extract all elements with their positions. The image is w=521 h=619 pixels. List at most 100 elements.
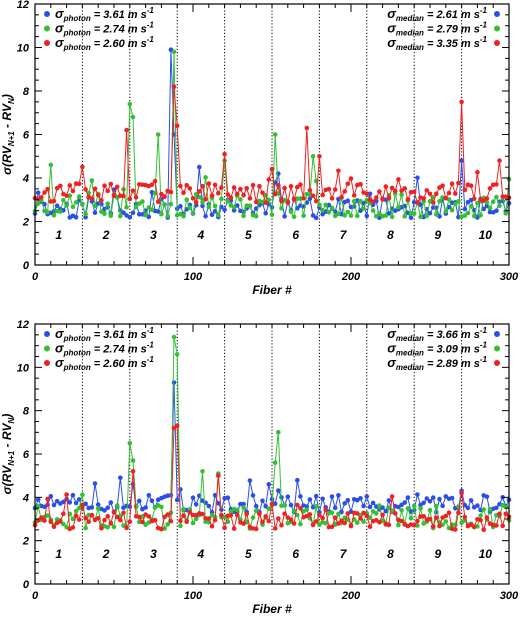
data-point [392,511,398,516]
legend-text: σmedian = 2.61 m s-1 [387,6,487,23]
data-point [234,507,240,513]
legend-text: σmedian = 2.79 m s-1 [387,21,487,38]
data-point [216,213,221,218]
data-point [102,517,107,523]
data-point [415,200,420,205]
data-point [70,204,76,210]
data-point [405,506,411,511]
data-point [42,518,47,523]
data-point [481,507,487,512]
data-point [35,497,41,503]
data-point [159,526,164,532]
data-point [449,207,455,213]
data-point [329,510,335,515]
data-point [54,185,60,191]
data-point [206,181,212,186]
data-point [45,502,50,508]
data-point [313,519,319,524]
data-point [92,210,98,215]
data-point [200,200,205,205]
data-point [446,190,452,196]
data-point [140,199,145,204]
data-point [171,84,177,89]
data-point [374,511,379,516]
data-point [39,515,44,520]
data-point [70,516,76,522]
data-point [73,513,79,519]
data-point [484,494,490,500]
data-point [222,151,227,157]
data-point [342,213,348,218]
data-point [130,114,136,120]
data-point [437,199,442,204]
data-point [64,492,69,497]
data-point [111,524,117,530]
data-point [272,132,278,137]
data-point [462,206,468,212]
data-point [80,492,85,498]
group-label: 10 [479,547,493,561]
group-label: 5 [245,228,252,242]
data-point [380,512,385,518]
data-point [288,184,294,189]
data-point [102,211,107,216]
group-label: 8 [387,228,394,242]
data-point [70,188,76,194]
data-point [288,517,294,522]
data-point [152,517,158,523]
data-point [165,213,170,219]
data-point [118,475,123,481]
data-point [48,494,54,499]
data-point [124,127,129,133]
data-point [317,202,322,207]
data-point [108,213,114,218]
data-point [272,460,278,466]
data-point [453,527,458,532]
data-point [95,502,101,507]
data-point [295,184,300,190]
data-point [247,203,253,209]
data-point [190,520,196,526]
data-point [89,178,95,183]
data-point [374,214,379,219]
data-point [434,515,439,520]
data-point [443,519,449,524]
data-point [45,186,50,192]
data-point [329,524,335,530]
data-point [155,132,161,137]
data-point [48,519,54,524]
data-point [73,500,79,506]
data-point [462,213,468,218]
x-tick-label: 200 [341,271,361,283]
data-point [231,208,237,213]
data-point [291,508,297,513]
data-point [200,183,205,189]
data-point [187,509,193,515]
data-point [155,209,161,214]
data-point [127,215,133,220]
data-point [76,505,82,511]
group-label: 4 [197,547,205,561]
data-point [342,189,348,194]
data-point [377,503,382,508]
data-point [307,188,313,193]
data-point [184,519,189,525]
data-point [76,497,82,502]
data-point [342,501,348,506]
data-point [168,189,174,195]
data-point [500,523,506,529]
data-point [427,191,433,197]
data-point [459,490,464,496]
data-point [203,175,208,180]
data-point [241,192,246,198]
data-point [105,514,110,519]
data-point [446,510,452,515]
group-label: 5 [245,547,252,561]
data-point [168,201,174,207]
legend-text: σphoton = 3.61 m s-1 [55,326,154,343]
data-point [152,178,158,184]
data-point [168,518,174,524]
data-point [73,215,79,220]
data-point [209,212,215,217]
